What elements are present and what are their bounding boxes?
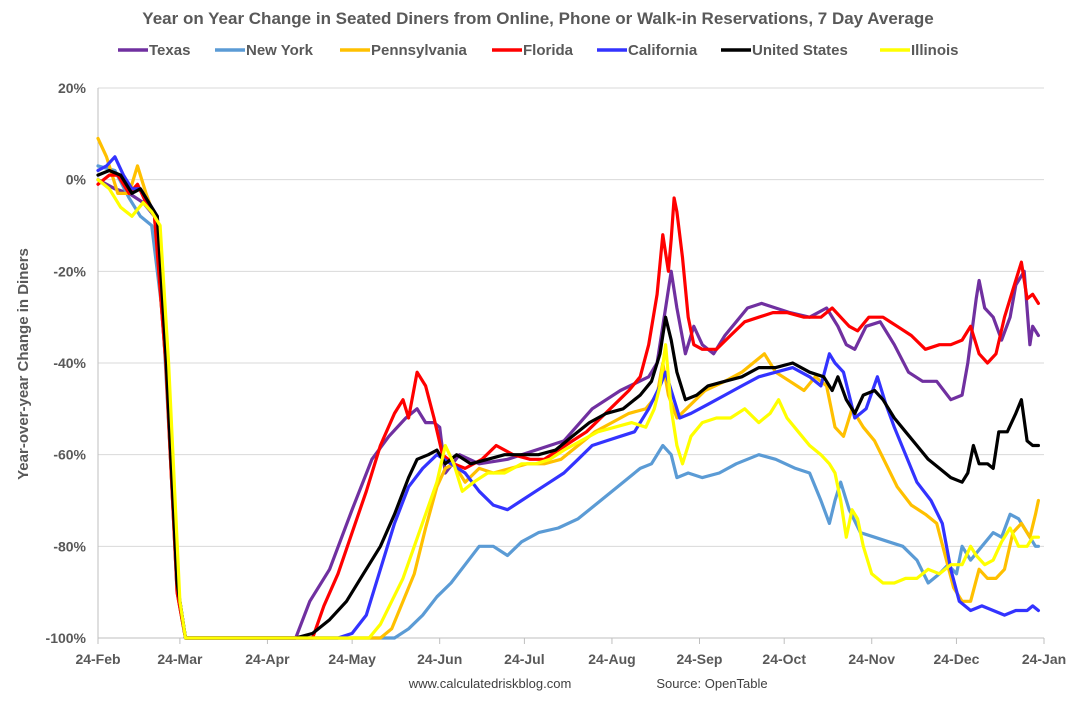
x-tick-label: 24-Apr [245, 651, 290, 667]
legend-label: New York [246, 42, 314, 59]
axes [97, 88, 1045, 644]
x-tick-label: 24-Feb [75, 651, 120, 667]
legend-label: United States [752, 42, 848, 59]
legend-label: Pennsylvania [371, 42, 468, 59]
y-tick-label: -100% [46, 630, 87, 646]
x-tick-label: 24-Jan [1022, 651, 1066, 667]
y-tick-labels: 20% 0% -20% -40% -60% -80% -100% [46, 80, 87, 646]
y-tick-label: -80% [53, 538, 86, 554]
series-line-california [96, 155, 1040, 640]
legend-label: Texas [149, 42, 190, 59]
chart-title: Year on Year Change in Seated Diners fro… [142, 9, 933, 28]
x-tick-label: 24-Sep [677, 651, 723, 667]
y-tick-label: -40% [53, 355, 86, 371]
legend-label: Illinois [911, 42, 959, 59]
series-line-pennsylvania [96, 136, 1040, 640]
y-tick-label: 0% [66, 172, 87, 188]
x-tick-label: 24-Oct [762, 651, 806, 667]
y-tick-label: 20% [58, 80, 87, 96]
legend: Texas New York Pennsylvania Florida Californ… [118, 42, 959, 59]
x-tick-label: 24-Mar [157, 651, 203, 667]
series-line-new-york [96, 164, 1040, 640]
legend-label: California [628, 42, 698, 59]
series-line-united-states [96, 168, 1040, 640]
footer-website: www.calculatedriskblog.com [408, 676, 572, 691]
y-axis-label: Year-over-year Change in Diners [15, 248, 32, 480]
series-line-illinois [96, 178, 1040, 640]
x-tick-label: 24-Jun [417, 651, 462, 667]
y-tick-label: -60% [53, 447, 86, 463]
x-tick-label: 24-Aug [588, 651, 635, 667]
x-tick-labels: 24-Feb 24-Mar 24-Apr 24-May 24-Jun 24-Jul 24-A… [75, 651, 1066, 667]
x-tick-label: 24-Nov [848, 651, 895, 667]
x-tick-label: 24-Dec [933, 651, 979, 667]
legend-label: Florida [523, 42, 574, 59]
x-tick-label: 24-Jul [504, 651, 544, 667]
series-lines [96, 136, 1040, 640]
gridlines [98, 87, 1044, 547]
series-line-texas [96, 178, 1040, 640]
y-tick-label: -20% [53, 263, 86, 279]
footer-source: Source: OpenTable [656, 676, 767, 691]
x-tick-label: 24-May [328, 651, 376, 667]
series-line-florida [96, 173, 1040, 640]
